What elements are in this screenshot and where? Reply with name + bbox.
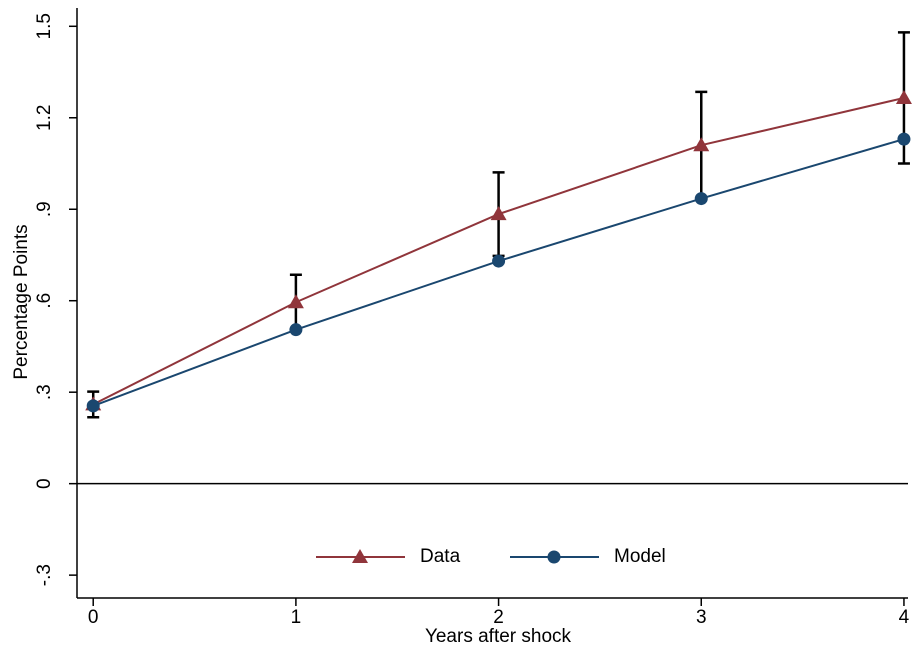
y-tick-label: .9: [34, 201, 55, 217]
marker: [492, 254, 506, 268]
x-tick-label: 4: [899, 607, 910, 628]
legend-label: Data: [420, 546, 461, 567]
legend-marker: [352, 549, 368, 563]
y-tick-label: .6: [34, 293, 55, 309]
marker: [287, 294, 304, 309]
marker: [289, 323, 303, 337]
x-tick-label: 2: [493, 607, 504, 628]
marker: [897, 132, 911, 146]
legend-marker: [547, 550, 561, 564]
x-axis-label: Years after shock: [425, 626, 572, 647]
marker: [694, 192, 708, 206]
y-tick-label: 0: [34, 478, 55, 489]
x-tick-label: 0: [88, 607, 99, 628]
marker: [895, 89, 912, 104]
y-tick-label: .3: [34, 384, 55, 400]
y-tick-label: -.3: [34, 564, 55, 586]
y-tick-label: 1.2: [34, 105, 55, 131]
x-tick-label: 3: [696, 607, 707, 628]
marker: [693, 137, 710, 152]
legend-label: Model: [614, 546, 666, 567]
y-tick-label: 1.5: [34, 13, 55, 39]
marker: [86, 399, 100, 413]
x-tick-label: 1: [291, 607, 302, 628]
marker: [490, 206, 507, 221]
y-axis-label: Percentage Points: [11, 224, 32, 379]
